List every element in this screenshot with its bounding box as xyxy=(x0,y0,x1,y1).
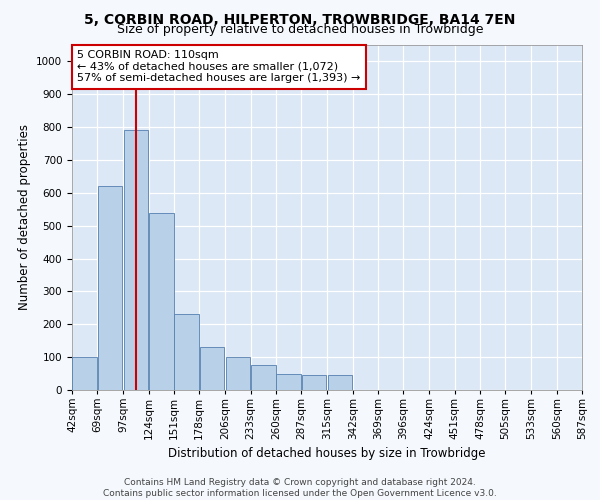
Bar xyxy=(226,357,250,390)
Text: 5, CORBIN ROAD, HILPERTON, TROWBRIDGE, BA14 7EN: 5, CORBIN ROAD, HILPERTON, TROWBRIDGE, B… xyxy=(85,12,515,26)
Bar xyxy=(124,130,148,390)
Bar xyxy=(175,314,199,390)
Text: Size of property relative to detached houses in Trowbridge: Size of property relative to detached ho… xyxy=(117,22,483,36)
Bar xyxy=(98,186,122,390)
Bar xyxy=(149,212,173,390)
Text: 5 CORBIN ROAD: 110sqm
← 43% of detached houses are smaller (1,072)
57% of semi-d: 5 CORBIN ROAD: 110sqm ← 43% of detached … xyxy=(77,50,361,84)
X-axis label: Distribution of detached houses by size in Trowbridge: Distribution of detached houses by size … xyxy=(168,448,486,460)
Text: Contains HM Land Registry data © Crown copyright and database right 2024.
Contai: Contains HM Land Registry data © Crown c… xyxy=(103,478,497,498)
Bar xyxy=(302,375,326,390)
Bar xyxy=(277,374,301,390)
Bar xyxy=(328,375,352,390)
Bar xyxy=(251,366,275,390)
Bar xyxy=(73,357,97,390)
Y-axis label: Number of detached properties: Number of detached properties xyxy=(17,124,31,310)
Bar xyxy=(200,348,224,390)
